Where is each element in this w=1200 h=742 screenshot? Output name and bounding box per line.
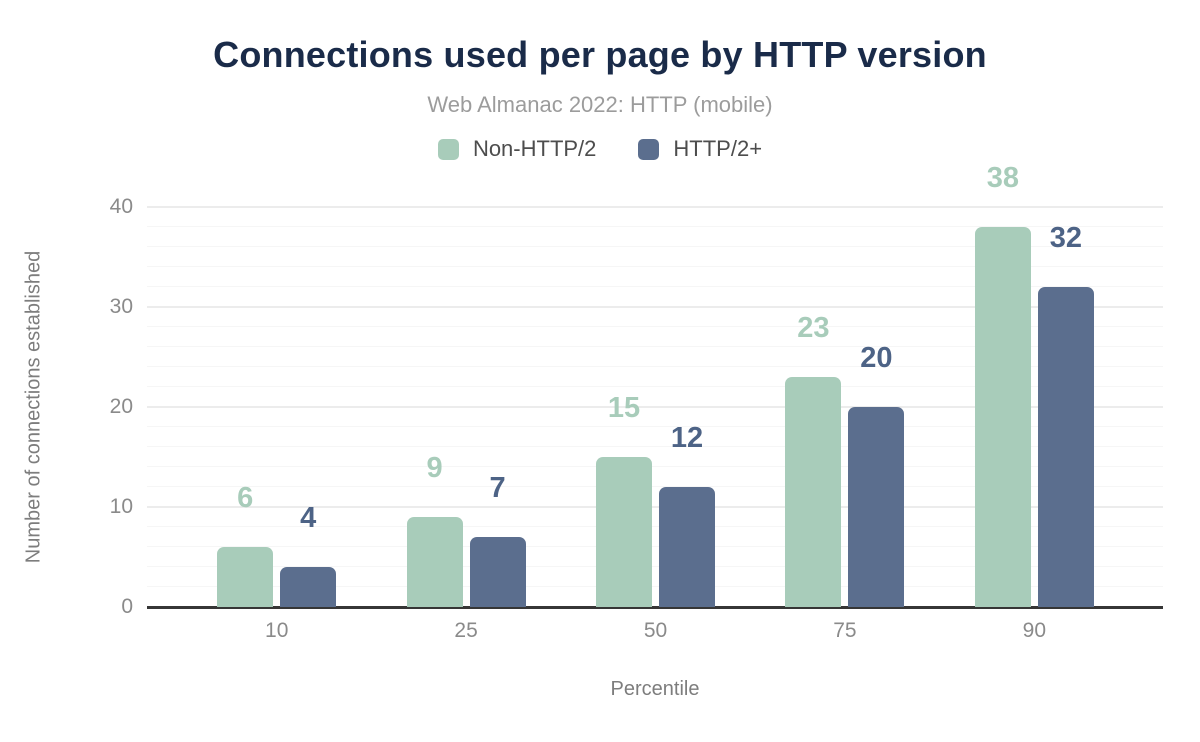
gridline-major: [147, 506, 1163, 508]
y-tick-label: 10: [109, 495, 133, 518]
legend-item-nonhttp2[interactable]: Non-HTTP/2: [437, 136, 597, 162]
bar-nonhttp2-p50[interactable]: 15: [596, 394, 653, 607]
bar-value-label: 23: [797, 312, 830, 344]
bar-nonhttp2-p10[interactable]: 6: [217, 484, 274, 607]
gridline-minor: [147, 386, 1163, 387]
y-tick-label: 40: [109, 195, 133, 218]
x-axis-ticks: 10 25 50 75 90: [182, 619, 1129, 643]
bar-value-label: 7: [489, 472, 506, 504]
gridline-minor: [147, 486, 1163, 487]
bar-value-label: 38: [986, 162, 1019, 194]
bar-nonhttp2-p90[interactable]: 38: [974, 164, 1031, 607]
plot-area: 6 4 9 7 15 12 23 20 38 32: [147, 164, 1163, 609]
bar-value-label: 32: [1049, 222, 1082, 254]
legend: Non-HTTP/2 HTTP/2+: [0, 136, 1200, 162]
legend-swatch-icon: [437, 138, 459, 160]
bar-value-label: 9: [426, 452, 443, 484]
y-tick-label: 0: [121, 595, 133, 618]
legend-item-http2[interactable]: HTTP/2+: [638, 136, 762, 162]
bars-band: 6 4 9 7 15 12 23 20 38 32: [182, 164, 1129, 607]
x-tick-label-p50: 50: [643, 619, 668, 642]
bar-value-label: 6: [237, 482, 254, 514]
gridline-minor: [147, 246, 1163, 247]
gridline-minor: [147, 286, 1163, 287]
chart-title: Connections used per page by HTTP versio…: [213, 34, 987, 75]
bar-group-p50: 15 12: [561, 207, 750, 607]
bar-nonhttp2-p25[interactable]: 9: [406, 454, 463, 607]
bar-group-p90: 38 32: [940, 164, 1129, 607]
gridline-minor: [147, 266, 1163, 267]
gridline-minor: [147, 566, 1163, 567]
legend-swatch-icon: [638, 138, 660, 160]
gridline-minor: [147, 226, 1163, 227]
gridline-minor: [147, 326, 1163, 327]
x-axis-line: [147, 606, 1163, 609]
bar-http2-p50[interactable]: 12: [659, 424, 716, 607]
y-axis-title: Number of connections established: [22, 250, 45, 564]
x-axis-title: Percentile: [610, 678, 700, 700]
bar-nonhttp2-p75[interactable]: 23: [785, 314, 842, 607]
bar-value-label: 12: [670, 422, 704, 454]
bar-value-label: 20: [860, 342, 893, 374]
legend-label: HTTP/2+: [673, 136, 763, 161]
bar-http2-p25[interactable]: 7: [469, 474, 526, 607]
gridline-major: [147, 406, 1163, 408]
gridline-minor: [147, 446, 1163, 447]
gridline-minor: [147, 526, 1163, 527]
bar-value-label: 15: [607, 392, 641, 424]
gridline-major: [147, 206, 1163, 208]
gridline-minor: [147, 366, 1163, 367]
x-tick-label-p10: 10: [265, 619, 289, 642]
x-tick-label-p90: 90: [1022, 619, 1046, 642]
bar-value-label: 4: [300, 502, 317, 534]
gridline-minor: [147, 546, 1163, 547]
legend-label: Non-HTTP/2: [472, 136, 597, 161]
x-tick-label-p25: 25: [454, 619, 478, 642]
chart-subtitle: Web Almanac 2022: HTTP (mobile): [427, 92, 773, 117]
gridline-minor: [147, 346, 1163, 347]
gridline-major: [147, 306, 1163, 308]
x-tick-label-p75: 75: [833, 619, 857, 642]
gridline-minor: [147, 466, 1163, 467]
y-tick-label: 20: [109, 395, 133, 418]
bar-group-p75: 23 20: [750, 207, 939, 607]
gridline-minor: [147, 426, 1163, 427]
bar-http2-p75[interactable]: 20: [848, 344, 905, 607]
bar-http2-p10[interactable]: 4: [280, 504, 337, 607]
gridline-minor: [147, 586, 1163, 587]
bar-http2-p90[interactable]: 32: [1037, 224, 1094, 607]
y-tick-label: 30: [109, 295, 133, 318]
